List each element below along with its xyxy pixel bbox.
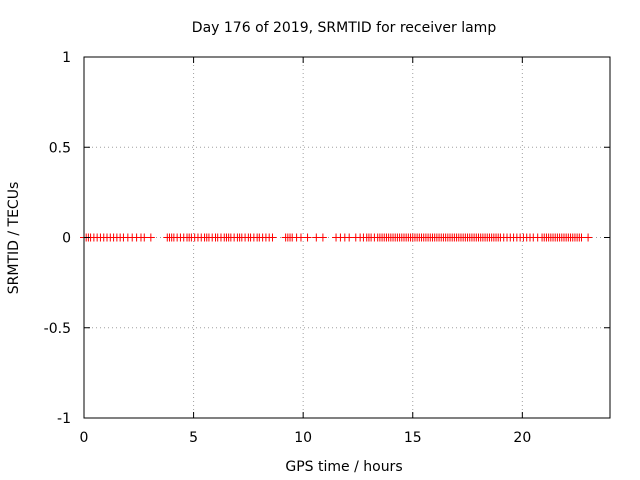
chart-title: Day 176 of 2019, SRMTID for receiver lam… (192, 20, 497, 36)
y-tick-label: 1 (62, 50, 71, 66)
y-tick-label: 0 (62, 231, 71, 247)
x-axis-label: GPS time / hours (285, 459, 402, 475)
y-tick-label: 0.5 (49, 140, 71, 156)
data-points (80, 233, 593, 242)
data-point (268, 233, 277, 242)
y-tick-label: -0.5 (44, 321, 71, 337)
x-tick-label: 5 (189, 430, 198, 446)
y-tick-label: -1 (57, 411, 71, 427)
x-tick-label: 0 (80, 430, 89, 446)
data-point (584, 233, 593, 242)
data-point (303, 233, 312, 242)
data-point (318, 233, 327, 242)
data-point (146, 233, 155, 242)
x-tick-label: 10 (294, 430, 312, 446)
y-axis-label: SRMTID / TECUs (6, 182, 22, 295)
x-tick-label: 20 (513, 430, 531, 446)
axis-ticks: 0 5 10 15 20 -1 -0.5 0 0.5 1 (44, 50, 610, 446)
x-tick-label: 15 (404, 430, 422, 446)
